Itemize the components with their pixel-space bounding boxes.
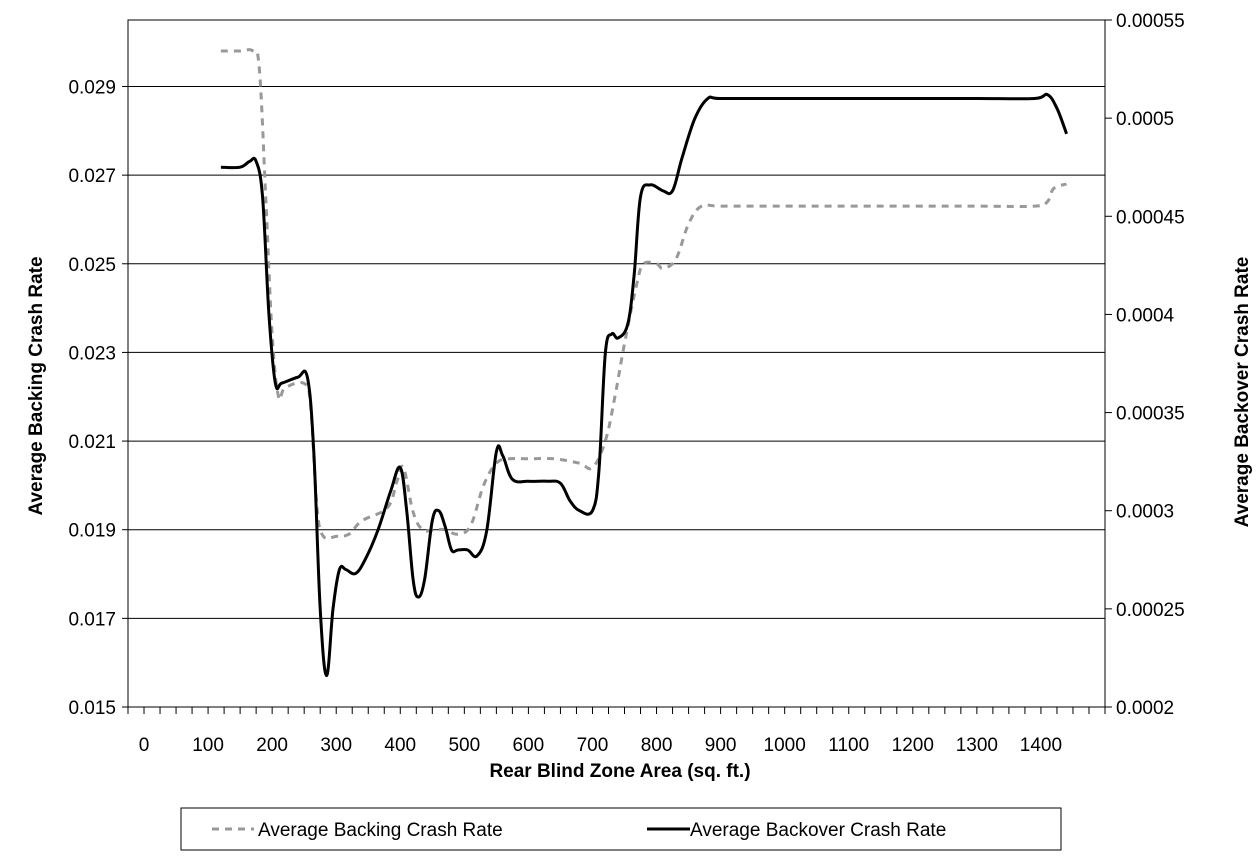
- x-tick-label: 600: [513, 735, 545, 756]
- x-tick-label: 1200: [892, 735, 934, 756]
- y-right-tick-label: 0.0004: [1116, 305, 1175, 326]
- series-lines: [220, 48, 1068, 678]
- y-left-tick-label: 0.025: [68, 255, 116, 276]
- y-right-tick-label: 0.00055: [1116, 11, 1185, 32]
- y-right-tick-label: 0.0003: [1116, 502, 1174, 523]
- x-tick-label: 0: [139, 735, 150, 756]
- y-left-tick-label: 0.029: [68, 77, 116, 98]
- legend-label-backover: Average Backover Crash Rate: [690, 820, 946, 841]
- y-left-tick-label: 0.019: [68, 521, 116, 542]
- x-tick-label: 700: [577, 735, 609, 756]
- legend-box: [180, 807, 1062, 851]
- y-right-tick-label: 0.0005: [1116, 109, 1174, 130]
- x-tick-label: 1400: [1020, 735, 1062, 756]
- y-right-tick-label: 0.00025: [1116, 600, 1185, 621]
- y-axis-left-title: Average Backing Crash Rate: [26, 256, 47, 515]
- y-right-tick-label: 0.0002: [1116, 698, 1174, 719]
- x-tick-label: 200: [256, 735, 288, 756]
- y-left-tick-label: 0.023: [68, 343, 116, 364]
- y-right-tick-label: 0.00045: [1116, 207, 1185, 228]
- y-left-tick-label: 0.017: [68, 609, 116, 630]
- plot-area-frame: [127, 19, 1106, 708]
- x-axis-title: Rear Blind Zone Area (sq. ft.): [489, 761, 750, 782]
- tick-labels: 0.015 0.017 0.019 0.021 0.023 0.025 0.027 0.029…: [68, 11, 1184, 756]
- x-tick-label: 1000: [764, 735, 806, 756]
- series-line-backing: [220, 48, 1068, 541]
- x-tick-label: 100: [192, 735, 224, 756]
- x-tick-label: 400: [384, 735, 416, 756]
- series-line-backover: [220, 92, 1068, 678]
- y-left-tick-label: 0.021: [68, 432, 116, 453]
- y-axis-right-title: Average Backover Crash Rate: [1232, 257, 1253, 528]
- x-tick-label: 1100: [828, 735, 869, 756]
- x-tick-label: 1300: [956, 735, 998, 756]
- x-tick-label: 800: [641, 735, 673, 756]
- gridlines: [128, 85, 1105, 708]
- legend-label-backing: Average Backing Crash Rate: [258, 820, 503, 841]
- legend: Average Backing Crash Rate Average Backo…: [180, 807, 1062, 851]
- y-left-tick-label: 0.027: [68, 166, 116, 187]
- y-right-tick-label: 0.00035: [1116, 404, 1185, 425]
- y-left-tick-label: 0.015: [68, 698, 116, 719]
- x-tick-label: 500: [448, 735, 480, 756]
- axes: [122, 19, 1112, 714]
- x-tick-label: 900: [705, 735, 737, 756]
- x-tick-label: 300: [320, 735, 352, 756]
